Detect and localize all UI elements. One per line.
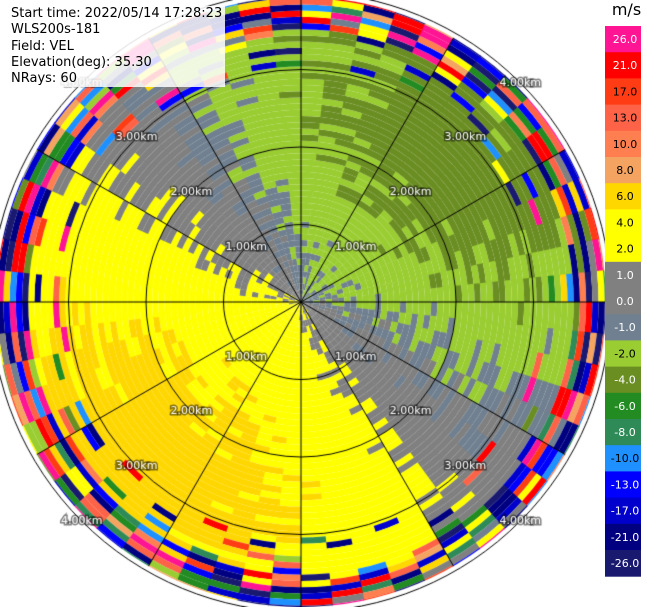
colorbar-swatch	[605, 471, 641, 499]
colorbar-tick-label: -17.0	[611, 505, 639, 518]
colorbar-tick-label: -21.0	[611, 531, 639, 544]
colorbar-tick-label: -26.0	[611, 557, 639, 570]
colorbar-tick-label: 21.0	[613, 59, 638, 72]
colorbar-tick-label: -30.0	[611, 583, 639, 596]
colorbar-tick-label: 6.0	[616, 190, 634, 203]
nrays-text: NRays: 60	[11, 71, 77, 87]
colorbar-swatch	[605, 52, 641, 79]
colorbar-tick-label: 10.0	[613, 138, 638, 151]
colorbar-swatch	[605, 445, 641, 472]
colorbar-swatch	[605, 314, 641, 341]
colorbar-unit: m/s	[611, 0, 642, 19]
colorbar-swatch	[605, 130, 641, 158]
colorbar-tick-label: 17.0	[613, 85, 638, 98]
start-time-text: Start time: 2022/05/14 17:28:23	[11, 6, 223, 21]
colorbar-tick-label: -1.0	[614, 321, 635, 334]
colorbar-swatch	[605, 183, 641, 210]
velocity-colorbar: 26.0 21.0 17.0 13.0 10.0 8.0 6.0 4.0 2.0 1.0 0.0 -1…	[605, 26, 641, 596]
colorbar-tick-label: 2.0	[616, 243, 634, 256]
colorbar-tick-label: -2.0	[614, 347, 635, 360]
colorbar-swatch	[605, 235, 641, 263]
colorbar-tick-label: 0.0	[616, 295, 634, 308]
ppi-velocity-plot	[0, 0, 606, 607]
colorbar-tick-label: -6.0	[614, 400, 635, 413]
colorbar-tick-label: -13.0	[611, 478, 639, 491]
colorbar-swatch	[605, 288, 641, 315]
colorbar-swatch	[605, 419, 641, 446]
field-name: Field: VEL	[11, 38, 74, 54]
colorbar-swatch	[605, 78, 641, 106]
elevation-text: Elevation(deg): 35.30	[11, 54, 152, 70]
colorbar-tick-label: 13.0	[613, 112, 638, 125]
colorbar-tick-label: -8.0	[614, 426, 635, 439]
colorbar-tick-label: 1.0	[616, 269, 634, 282]
colorbar-tick-label: -4.0	[614, 374, 635, 387]
colorbar-swatch	[605, 261, 641, 289]
colorbar-swatch	[605, 340, 641, 368]
colorbar-tick-label: 8.0	[616, 164, 634, 177]
colorbar-tick-label: 4.0	[616, 216, 634, 229]
scan-info-box: Start time: 2022/05/14 17:28:23 WLS200s-…	[11, 6, 226, 88]
colorbar-swatch	[605, 26, 641, 53]
colorbar-swatch	[605, 209, 641, 237]
colorbar-swatch	[605, 366, 641, 394]
colorbar-swatch	[605, 157, 641, 184]
instrument-name: WLS200s-181	[11, 22, 101, 38]
colorbar-swatch	[605, 523, 641, 551]
colorbar-tick-label: -10.0	[611, 452, 639, 465]
colorbar-swatch	[605, 550, 641, 577]
colorbar-swatch	[605, 104, 641, 132]
colorbar-tick-label: 26.0	[613, 33, 638, 46]
colorbar-swatch	[605, 392, 641, 420]
colorbar-swatch	[605, 497, 641, 525]
